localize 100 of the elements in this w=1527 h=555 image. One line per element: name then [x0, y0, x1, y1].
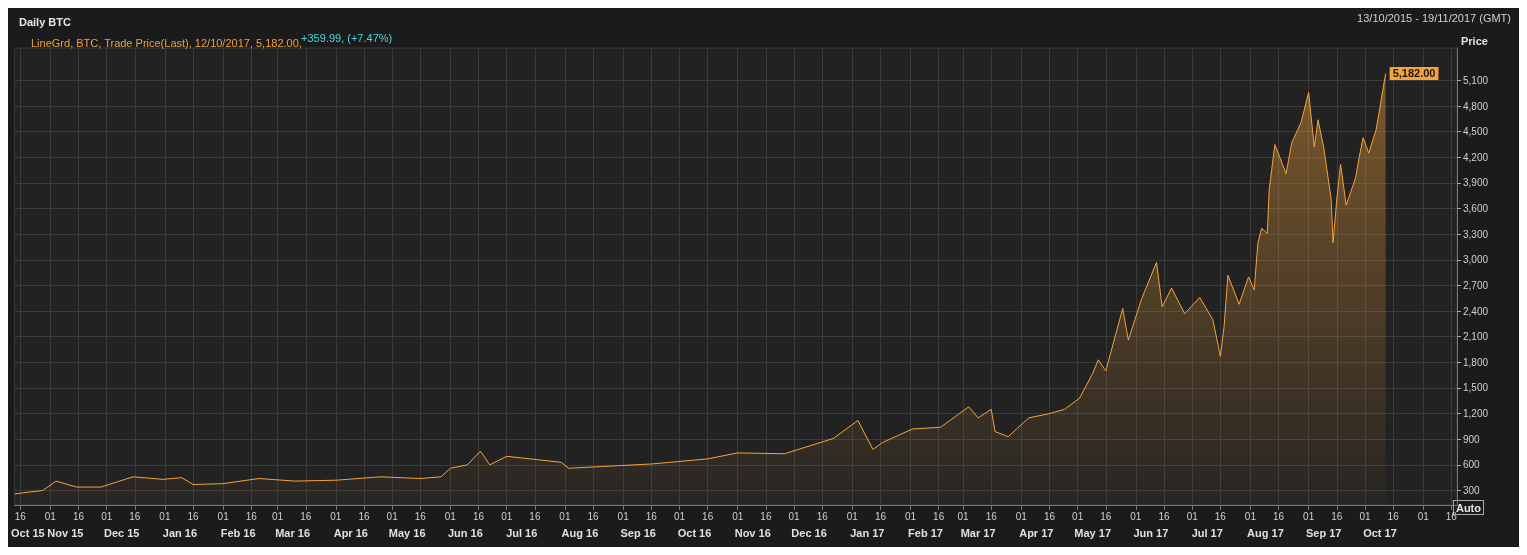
- x2-tick-label: Jan 16: [162, 526, 198, 539]
- x-tick-label: 01: [444, 510, 457, 522]
- x-tick-label: 01: [1130, 510, 1142, 522]
- x2-tick-label: Feb 17: [908, 526, 943, 539]
- y-tick-label: 3,600: [1463, 203, 1489, 215]
- chart-subtitle: LineGrd, BTC, Trade Price(Last), 12/10/2017, 5,182.00,: [31, 36, 302, 49]
- x-tick-label: 01: [1359, 510, 1371, 522]
- x-tick-label: 16: [1100, 510, 1112, 522]
- x-tick-label: 01: [1072, 510, 1084, 522]
- x2-tick-label: Apr 17: [1019, 526, 1054, 539]
- x-tick-label: 16: [933, 510, 945, 522]
- x2-tick-label: Jun 17: [1133, 526, 1169, 539]
- y-tick-label: 4,500: [1463, 126, 1489, 138]
- x2-tick-label: Mar 16: [275, 526, 311, 539]
- x2-tick-label: Dec 16: [791, 526, 827, 539]
- y-tick-label: 3,300: [1463, 228, 1489, 240]
- x-tick-label: 01: [386, 510, 399, 522]
- x-tick-label: 01: [617, 510, 630, 522]
- y-axis-title: Price: [1461, 34, 1488, 47]
- x2-tick-label: Dec 15: [103, 526, 140, 539]
- x-tick-label: 16: [874, 510, 887, 522]
- y-tick-label: 300: [1463, 484, 1481, 496]
- x-tick-label: 16: [1043, 510, 1056, 522]
- x-tick-label: 16: [1158, 510, 1171, 522]
- x2-tick-label: Apr 16: [333, 526, 368, 539]
- x2-tick-label: Sep 17: [1305, 526, 1342, 539]
- x-tick-label: 01: [1244, 510, 1257, 522]
- x-tick-label: 16: [300, 510, 312, 522]
- x-tick-label: 16: [587, 510, 600, 522]
- x-tick-label: 16: [1331, 510, 1343, 522]
- x-tick-label: 01: [272, 510, 284, 522]
- x-tick-label: 16: [529, 510, 541, 522]
- x-tick-label: 16: [72, 510, 85, 522]
- x2-tick-label: May 16: [388, 526, 426, 539]
- x-tick-label: 16: [14, 510, 27, 522]
- x-tick-label: 16: [1387, 510, 1400, 522]
- y-tick-label: 2,100: [1463, 331, 1489, 343]
- x-tick-label: 16: [187, 510, 200, 522]
- x2-tick-label: Sep 16: [620, 526, 656, 539]
- x-tick-label: 01: [44, 510, 57, 522]
- text: 13/10/2015 - 19/11/2017 (GMT): [1357, 11, 1511, 24]
- x-tick-label: 16: [1273, 510, 1285, 522]
- annotation: Auto: [1455, 501, 1482, 514]
- x-tick-label: 01: [330, 510, 342, 522]
- x-tick-label: 16: [358, 510, 370, 522]
- y-tick-label: 4,200: [1463, 151, 1489, 163]
- x-tick-label: 16: [645, 510, 658, 522]
- y-tick-label: 3,900: [1463, 177, 1489, 189]
- y-tick-label: 4,800: [1463, 100, 1489, 112]
- x2-tick-label: Jul 16: [506, 526, 538, 539]
- x-tick-label: 01: [957, 510, 970, 522]
- x-tick-label: 01: [1186, 510, 1199, 522]
- x2-tick-label: Mar 17: [960, 526, 996, 539]
- x-tick-label: 01: [732, 510, 744, 522]
- x-tick-label: 01: [217, 510, 230, 522]
- chart-title: Daily BTC: [19, 15, 72, 28]
- y-tick-label: 2,700: [1463, 279, 1489, 291]
- y-tick-label: 1,800: [1463, 356, 1489, 368]
- x2-tick-label: Nov 15: [47, 526, 84, 539]
- x-tick-label: 01: [1015, 510, 1028, 522]
- y-tick-label: 1,500: [1463, 382, 1489, 394]
- x-tick-label: 16: [472, 510, 485, 522]
- x-tick-label: 16: [1445, 510, 1458, 522]
- x2-tick-label: Jan 17: [850, 526, 885, 539]
- x2-tick-label: May 17: [1074, 526, 1112, 539]
- x-tick-label: 16: [760, 510, 772, 522]
- x-tick-label: 01: [1303, 510, 1315, 522]
- x-tick-label: 01: [1417, 510, 1430, 522]
- y-tick-label: 3,000: [1463, 254, 1489, 266]
- x2-tick-label: Aug 16: [561, 526, 599, 539]
- x2-tick-label: Nov 16: [734, 526, 771, 539]
- x2-tick-label: Feb 16: [220, 526, 256, 539]
- x-tick-label: 01: [788, 510, 801, 522]
- y-tick-label: 600: [1463, 459, 1481, 471]
- x-tick-label: 01: [673, 510, 686, 522]
- x-tick-label: 01: [904, 510, 917, 522]
- x-tick-label: 01: [501, 510, 513, 522]
- x2-tick-label: Jun 16: [447, 526, 483, 539]
- annotation: 5,182.00: [1392, 67, 1436, 80]
- x-tick-label: 16: [816, 510, 829, 522]
- x-tick-label: 16: [245, 510, 258, 522]
- x-tick-label: 01: [559, 510, 571, 522]
- text: +359.99, (+7.47%): [301, 31, 393, 44]
- x2-tick-label: Aug 17: [1247, 526, 1284, 539]
- x-tick-label: 01: [159, 510, 171, 522]
- x-tick-label: 16: [985, 510, 998, 522]
- x2-tick-label: Oct 16: [677, 526, 712, 539]
- x2-tick-label: Oct 15: [10, 526, 45, 539]
- y-tick-label: 1,200: [1463, 408, 1489, 420]
- x-tick-label: 16: [129, 510, 141, 522]
- x-tick-label: 01: [101, 510, 113, 522]
- y-tick-label: 2,400: [1463, 305, 1489, 317]
- y-tick-label: 900: [1463, 433, 1481, 445]
- x-tick-label: 16: [414, 510, 427, 522]
- x-tick-label: 16: [702, 510, 714, 522]
- y-tick-label: 5,100: [1463, 74, 1489, 86]
- x2-tick-label: Jul 17: [1191, 526, 1223, 539]
- x-tick-label: 16: [1214, 510, 1227, 522]
- x-tick-label: 01: [846, 510, 859, 522]
- x2-tick-label: Oct 17: [1363, 526, 1397, 539]
